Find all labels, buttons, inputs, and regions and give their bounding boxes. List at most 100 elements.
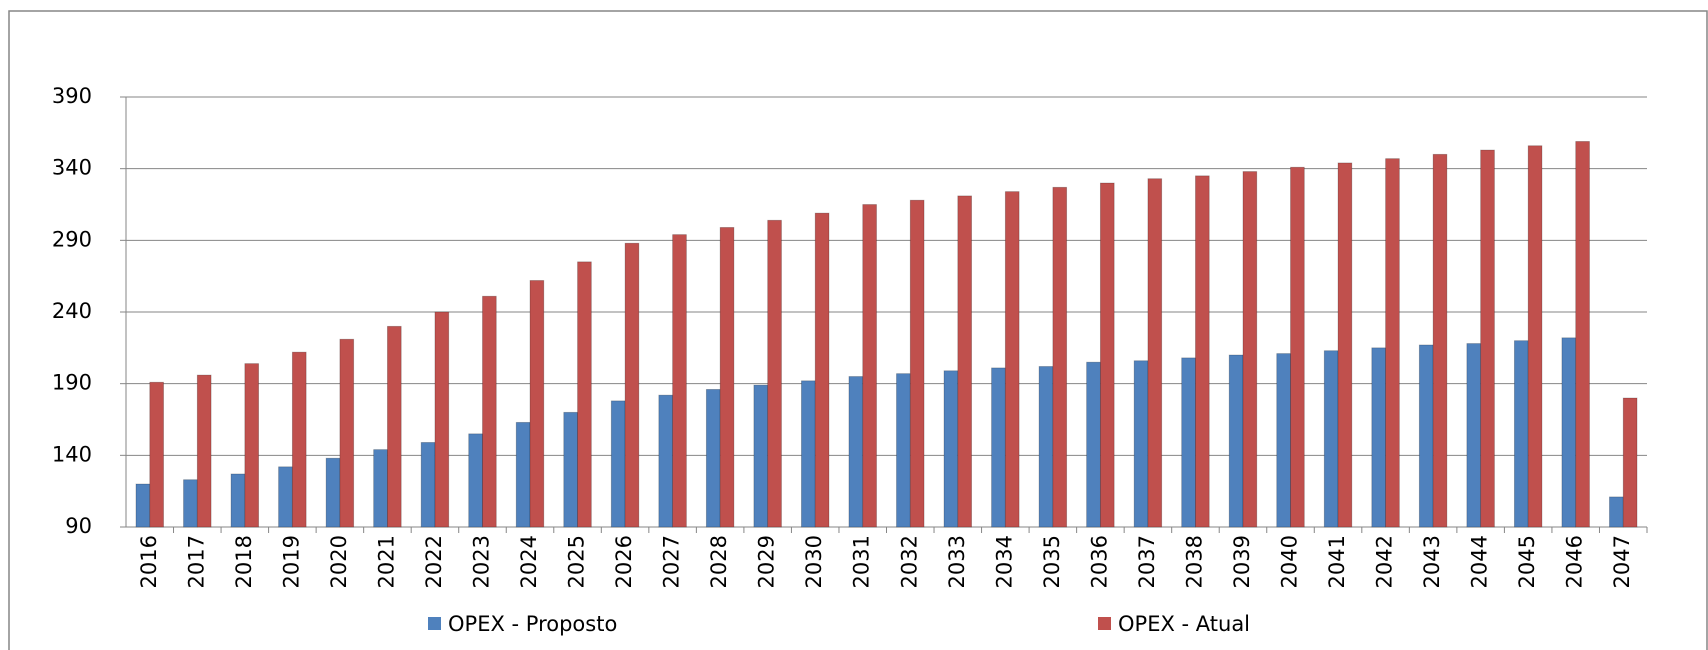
bar <box>1418 344 1434 528</box>
x-tick-label: 2042 <box>1373 535 1397 588</box>
y-tick-label: 240 <box>52 299 92 323</box>
bar <box>1276 353 1291 528</box>
bar <box>1181 357 1196 528</box>
bar <box>1038 366 1054 528</box>
bar <box>387 325 402 528</box>
x-tick-label: 2029 <box>755 535 779 588</box>
x-tick-label: 2022 <box>422 535 446 588</box>
bar <box>1622 397 1638 528</box>
bar <box>1086 361 1101 528</box>
bar <box>862 204 877 528</box>
bar <box>373 449 388 528</box>
x-tick-label: 2034 <box>992 535 1016 588</box>
x-tick-label: 2035 <box>1040 535 1064 588</box>
bar <box>1052 186 1068 528</box>
bar <box>1480 149 1495 528</box>
legend-swatch <box>428 617 441 630</box>
chart-frame <box>8 10 1708 650</box>
bar <box>434 311 450 528</box>
bar <box>909 199 925 528</box>
x-tick-label: 2020 <box>327 535 351 588</box>
x-tick-label: 2041 <box>1325 535 1349 588</box>
bar <box>468 433 483 528</box>
x-tick-label: 2019 <box>279 535 303 588</box>
bar <box>719 227 735 528</box>
x-tick-label: 2026 <box>612 535 636 588</box>
bar <box>196 374 212 528</box>
bar <box>420 442 436 528</box>
bar <box>529 280 545 528</box>
bar <box>1004 191 1020 528</box>
bar <box>1575 141 1590 528</box>
bar <box>1432 153 1448 528</box>
bar <box>149 381 164 528</box>
bar <box>563 411 578 528</box>
x-tick-label: 2036 <box>1087 535 1111 588</box>
bar <box>244 363 260 528</box>
x-tick-label: 2043 <box>1420 535 1444 588</box>
bar <box>482 295 497 528</box>
bar <box>1527 145 1543 528</box>
x-tick-label: 2027 <box>660 535 684 588</box>
bar <box>896 373 911 528</box>
x-tick-label: 2047 <box>1610 535 1634 588</box>
bar <box>1466 343 1482 528</box>
bar <box>291 351 307 528</box>
x-tick-label: 2039 <box>1230 535 1254 588</box>
legend-label: OPEX - Proposto <box>448 612 617 636</box>
bar <box>1385 158 1400 528</box>
bar <box>943 370 959 528</box>
legend-swatch <box>1098 617 1111 630</box>
bar <box>705 388 721 528</box>
x-tick-label: 2045 <box>1515 535 1539 588</box>
bar <box>1099 182 1115 528</box>
x-tick-label: 2017 <box>184 535 208 588</box>
y-tick-label: 390 <box>52 84 92 108</box>
x-tick-label: 2033 <box>945 535 969 588</box>
x-tick-label: 2025 <box>565 535 589 588</box>
bar <box>135 483 151 528</box>
bar <box>230 473 246 528</box>
bar <box>1195 175 1210 528</box>
bar <box>610 400 626 528</box>
bar <box>1323 350 1339 528</box>
bar <box>339 338 355 528</box>
y-tick-label: 290 <box>52 227 92 251</box>
bar <box>1133 360 1149 528</box>
bar <box>1371 347 1386 528</box>
bar <box>577 261 592 528</box>
bar <box>801 380 816 528</box>
legend-label: OPEX - Atual <box>1118 612 1250 636</box>
x-tick-label: 2032 <box>897 535 921 588</box>
x-tick-label: 2024 <box>517 535 541 588</box>
bar <box>767 219 782 528</box>
bar <box>1337 162 1353 528</box>
x-tick-label: 2038 <box>1182 535 1206 588</box>
y-tick-label: 90 <box>65 514 92 538</box>
bar <box>1513 340 1529 528</box>
bar <box>278 466 293 528</box>
bar <box>1147 178 1163 528</box>
bar <box>1609 496 1624 528</box>
x-tick-label: 2040 <box>1278 535 1302 588</box>
x-tick-label: 2030 <box>802 535 826 588</box>
bar <box>814 212 830 528</box>
y-tick-label: 340 <box>52 156 92 180</box>
bar <box>1561 337 1577 528</box>
bar <box>753 384 769 528</box>
bar <box>991 367 1006 528</box>
bar <box>1290 166 1305 528</box>
bar <box>624 242 640 528</box>
x-tick-label: 2016 <box>137 535 161 588</box>
x-tick-label: 2046 <box>1563 535 1587 588</box>
x-tick-label: 2021 <box>374 535 398 588</box>
x-tick-label: 2044 <box>1468 535 1492 588</box>
x-tick-label: 2018 <box>232 535 256 588</box>
bar <box>183 479 198 528</box>
bar <box>515 421 531 528</box>
bar <box>1242 171 1258 528</box>
bar <box>658 394 674 528</box>
bar <box>1228 354 1244 528</box>
x-tick-label: 2028 <box>707 535 731 588</box>
